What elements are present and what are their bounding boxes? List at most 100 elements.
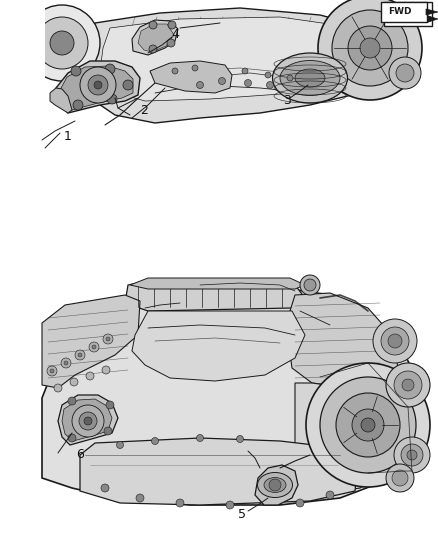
Ellipse shape	[272, 53, 347, 103]
Circle shape	[101, 484, 109, 492]
FancyBboxPatch shape	[0, 268, 438, 533]
Circle shape	[394, 437, 430, 473]
Circle shape	[373, 319, 417, 363]
Circle shape	[296, 499, 304, 507]
Circle shape	[386, 464, 414, 492]
Circle shape	[50, 369, 54, 373]
Polygon shape	[42, 295, 140, 388]
Circle shape	[117, 441, 124, 448]
Text: 1: 1	[64, 131, 72, 143]
Circle shape	[265, 72, 271, 78]
Circle shape	[103, 334, 113, 344]
Ellipse shape	[295, 69, 325, 87]
FancyBboxPatch shape	[0, 0, 438, 268]
Circle shape	[123, 80, 133, 90]
Circle shape	[237, 435, 244, 442]
Text: 5: 5	[238, 508, 246, 521]
Polygon shape	[150, 61, 232, 93]
Circle shape	[332, 10, 408, 86]
Circle shape	[348, 26, 392, 70]
Circle shape	[269, 479, 281, 491]
Circle shape	[304, 279, 316, 291]
Circle shape	[24, 5, 100, 81]
Circle shape	[318, 0, 422, 100]
Polygon shape	[58, 395, 118, 445]
Polygon shape	[132, 311, 305, 381]
Polygon shape	[80, 438, 358, 505]
Circle shape	[73, 100, 83, 110]
Ellipse shape	[264, 478, 286, 492]
Text: 4: 4	[171, 28, 179, 42]
Circle shape	[361, 418, 375, 432]
Circle shape	[149, 21, 157, 29]
Circle shape	[68, 434, 76, 442]
Text: FWD: FWD	[392, 9, 417, 19]
Circle shape	[389, 57, 421, 89]
Circle shape	[105, 64, 115, 74]
Circle shape	[61, 358, 71, 368]
Circle shape	[54, 384, 62, 392]
Circle shape	[106, 401, 114, 409]
Circle shape	[106, 337, 110, 341]
Circle shape	[326, 491, 334, 499]
Circle shape	[152, 438, 159, 445]
Circle shape	[104, 427, 112, 435]
Circle shape	[92, 345, 96, 349]
Circle shape	[266, 82, 273, 88]
Circle shape	[36, 17, 88, 69]
Polygon shape	[255, 465, 298, 505]
Circle shape	[72, 405, 104, 437]
Polygon shape	[132, 20, 178, 55]
Circle shape	[80, 67, 116, 103]
Polygon shape	[426, 9, 438, 15]
Circle shape	[86, 372, 94, 380]
Circle shape	[136, 494, 144, 502]
Circle shape	[70, 378, 78, 386]
Ellipse shape	[258, 472, 293, 497]
Circle shape	[197, 434, 204, 441]
Circle shape	[300, 275, 320, 295]
Circle shape	[396, 64, 414, 82]
Circle shape	[172, 68, 178, 74]
Circle shape	[392, 470, 408, 486]
Text: 3: 3	[283, 94, 291, 108]
Polygon shape	[56, 61, 140, 113]
Polygon shape	[288, 293, 398, 388]
Polygon shape	[428, 16, 438, 22]
Circle shape	[226, 501, 234, 509]
Circle shape	[102, 366, 110, 374]
Polygon shape	[138, 24, 174, 52]
FancyBboxPatch shape	[381, 2, 427, 22]
Circle shape	[306, 363, 430, 487]
Circle shape	[79, 412, 97, 430]
Circle shape	[192, 65, 198, 71]
Circle shape	[75, 350, 85, 360]
Circle shape	[94, 81, 102, 89]
Circle shape	[394, 371, 422, 399]
Circle shape	[107, 94, 117, 104]
Ellipse shape	[280, 61, 340, 95]
Circle shape	[71, 66, 81, 76]
Polygon shape	[130, 278, 305, 289]
Circle shape	[88, 75, 108, 95]
Circle shape	[47, 366, 57, 376]
Circle shape	[402, 379, 414, 391]
Circle shape	[381, 327, 409, 355]
Polygon shape	[60, 66, 133, 110]
Circle shape	[352, 409, 384, 441]
Polygon shape	[50, 88, 72, 113]
Circle shape	[386, 363, 430, 407]
Polygon shape	[295, 368, 418, 495]
Text: FWD: FWD	[388, 7, 411, 17]
Circle shape	[219, 77, 226, 85]
Polygon shape	[62, 399, 112, 441]
Circle shape	[167, 39, 175, 47]
Circle shape	[78, 353, 82, 357]
Circle shape	[168, 21, 176, 29]
Circle shape	[89, 342, 99, 352]
Circle shape	[64, 361, 68, 365]
Circle shape	[68, 397, 76, 405]
Circle shape	[320, 377, 416, 473]
Polygon shape	[125, 281, 305, 311]
Circle shape	[407, 450, 417, 460]
